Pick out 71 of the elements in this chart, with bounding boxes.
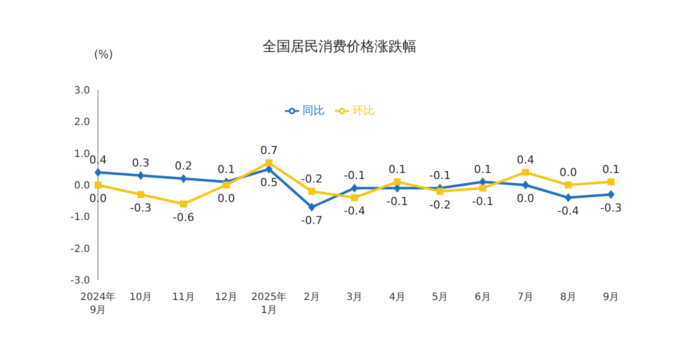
point [94,182,102,188]
x-tick-label: 5月 [432,292,448,303]
x-tick-label: 9月 [602,292,620,303]
data-label: 0.1 [218,162,235,176]
y-tick-label: -1.0 [70,212,90,224]
point [522,180,529,190]
x-tick-label: 12月 [214,292,238,303]
point [564,182,572,188]
point [137,191,144,198]
point [222,182,230,188]
point [308,202,316,212]
point [608,190,614,199]
x-tick-label: 10月 [129,292,152,303]
data-label: 0.0 [89,192,107,205]
data-label: -0.3 [600,202,622,214]
data-label: -0.2 [429,198,451,212]
x-tick-label: 6月 [474,292,491,303]
point [180,200,187,208]
data-label: 0.4 [89,153,107,166]
point [94,168,102,177]
data-label: 0.1 [388,162,406,176]
point [608,178,614,186]
y-tick-label: -2.0 [70,244,90,255]
data-label: -0.1 [429,169,451,182]
point [564,193,572,202]
point [266,159,272,166]
data-label: 0.0 [560,166,577,179]
point [479,184,486,192]
x-tick-label: 7月 [517,292,534,303]
point [436,188,444,195]
data-label: -0.3 [130,202,152,214]
y-tick-label: -3.0 [70,276,90,287]
data-label: 0.0 [516,192,534,205]
data-label: -0.4 [558,204,579,218]
point [394,178,401,186]
x-tick-label: 3月 [346,292,363,303]
data-label: -0.2 [301,172,322,186]
x-tick-label: 2024年 9月 [80,291,116,316]
y-axis-title: (%) [94,48,114,61]
data-label: -0.1 [344,169,366,182]
x-tick-label: 2月 [304,292,320,303]
x-tick-label: 8月 [560,292,576,303]
data-label: -0.1 [386,195,408,208]
point [180,174,187,184]
chart-title: 全国居民消费价格涨跌幅 [262,39,416,55]
point [522,168,529,176]
legend-label: 环比 [352,104,374,117]
data-label: -0.1 [472,195,494,208]
y-tick-label: 2.0 [74,117,90,128]
point [308,188,316,195]
data-label: 0.3 [132,156,150,170]
x-tick-label: 2025年 1月 [251,291,287,316]
x-tick-label: 4月 [389,292,406,303]
point [351,184,358,193]
y-tick-label: 3.0 [74,86,90,97]
data-label: 0.2 [174,160,192,173]
data-label: -0.6 [172,211,194,224]
legend-label: 同比 [302,104,324,117]
y-tick-label: 1.0 [74,148,90,160]
y-tick-label: 0.0 [74,180,90,192]
data-label: 0.4 [516,153,534,166]
data-label: 0.7 [260,144,278,157]
data-label: 0.0 [218,192,235,205]
data-label: -0.7 [301,214,322,228]
x-tick-label: 11月 [172,292,195,303]
point [351,194,358,202]
data-label: 0.1 [602,162,620,176]
data-label: 0.1 [474,162,492,176]
data-label: 0.5 [260,176,278,190]
data-label: -0.4 [344,204,366,218]
point [137,171,144,180]
